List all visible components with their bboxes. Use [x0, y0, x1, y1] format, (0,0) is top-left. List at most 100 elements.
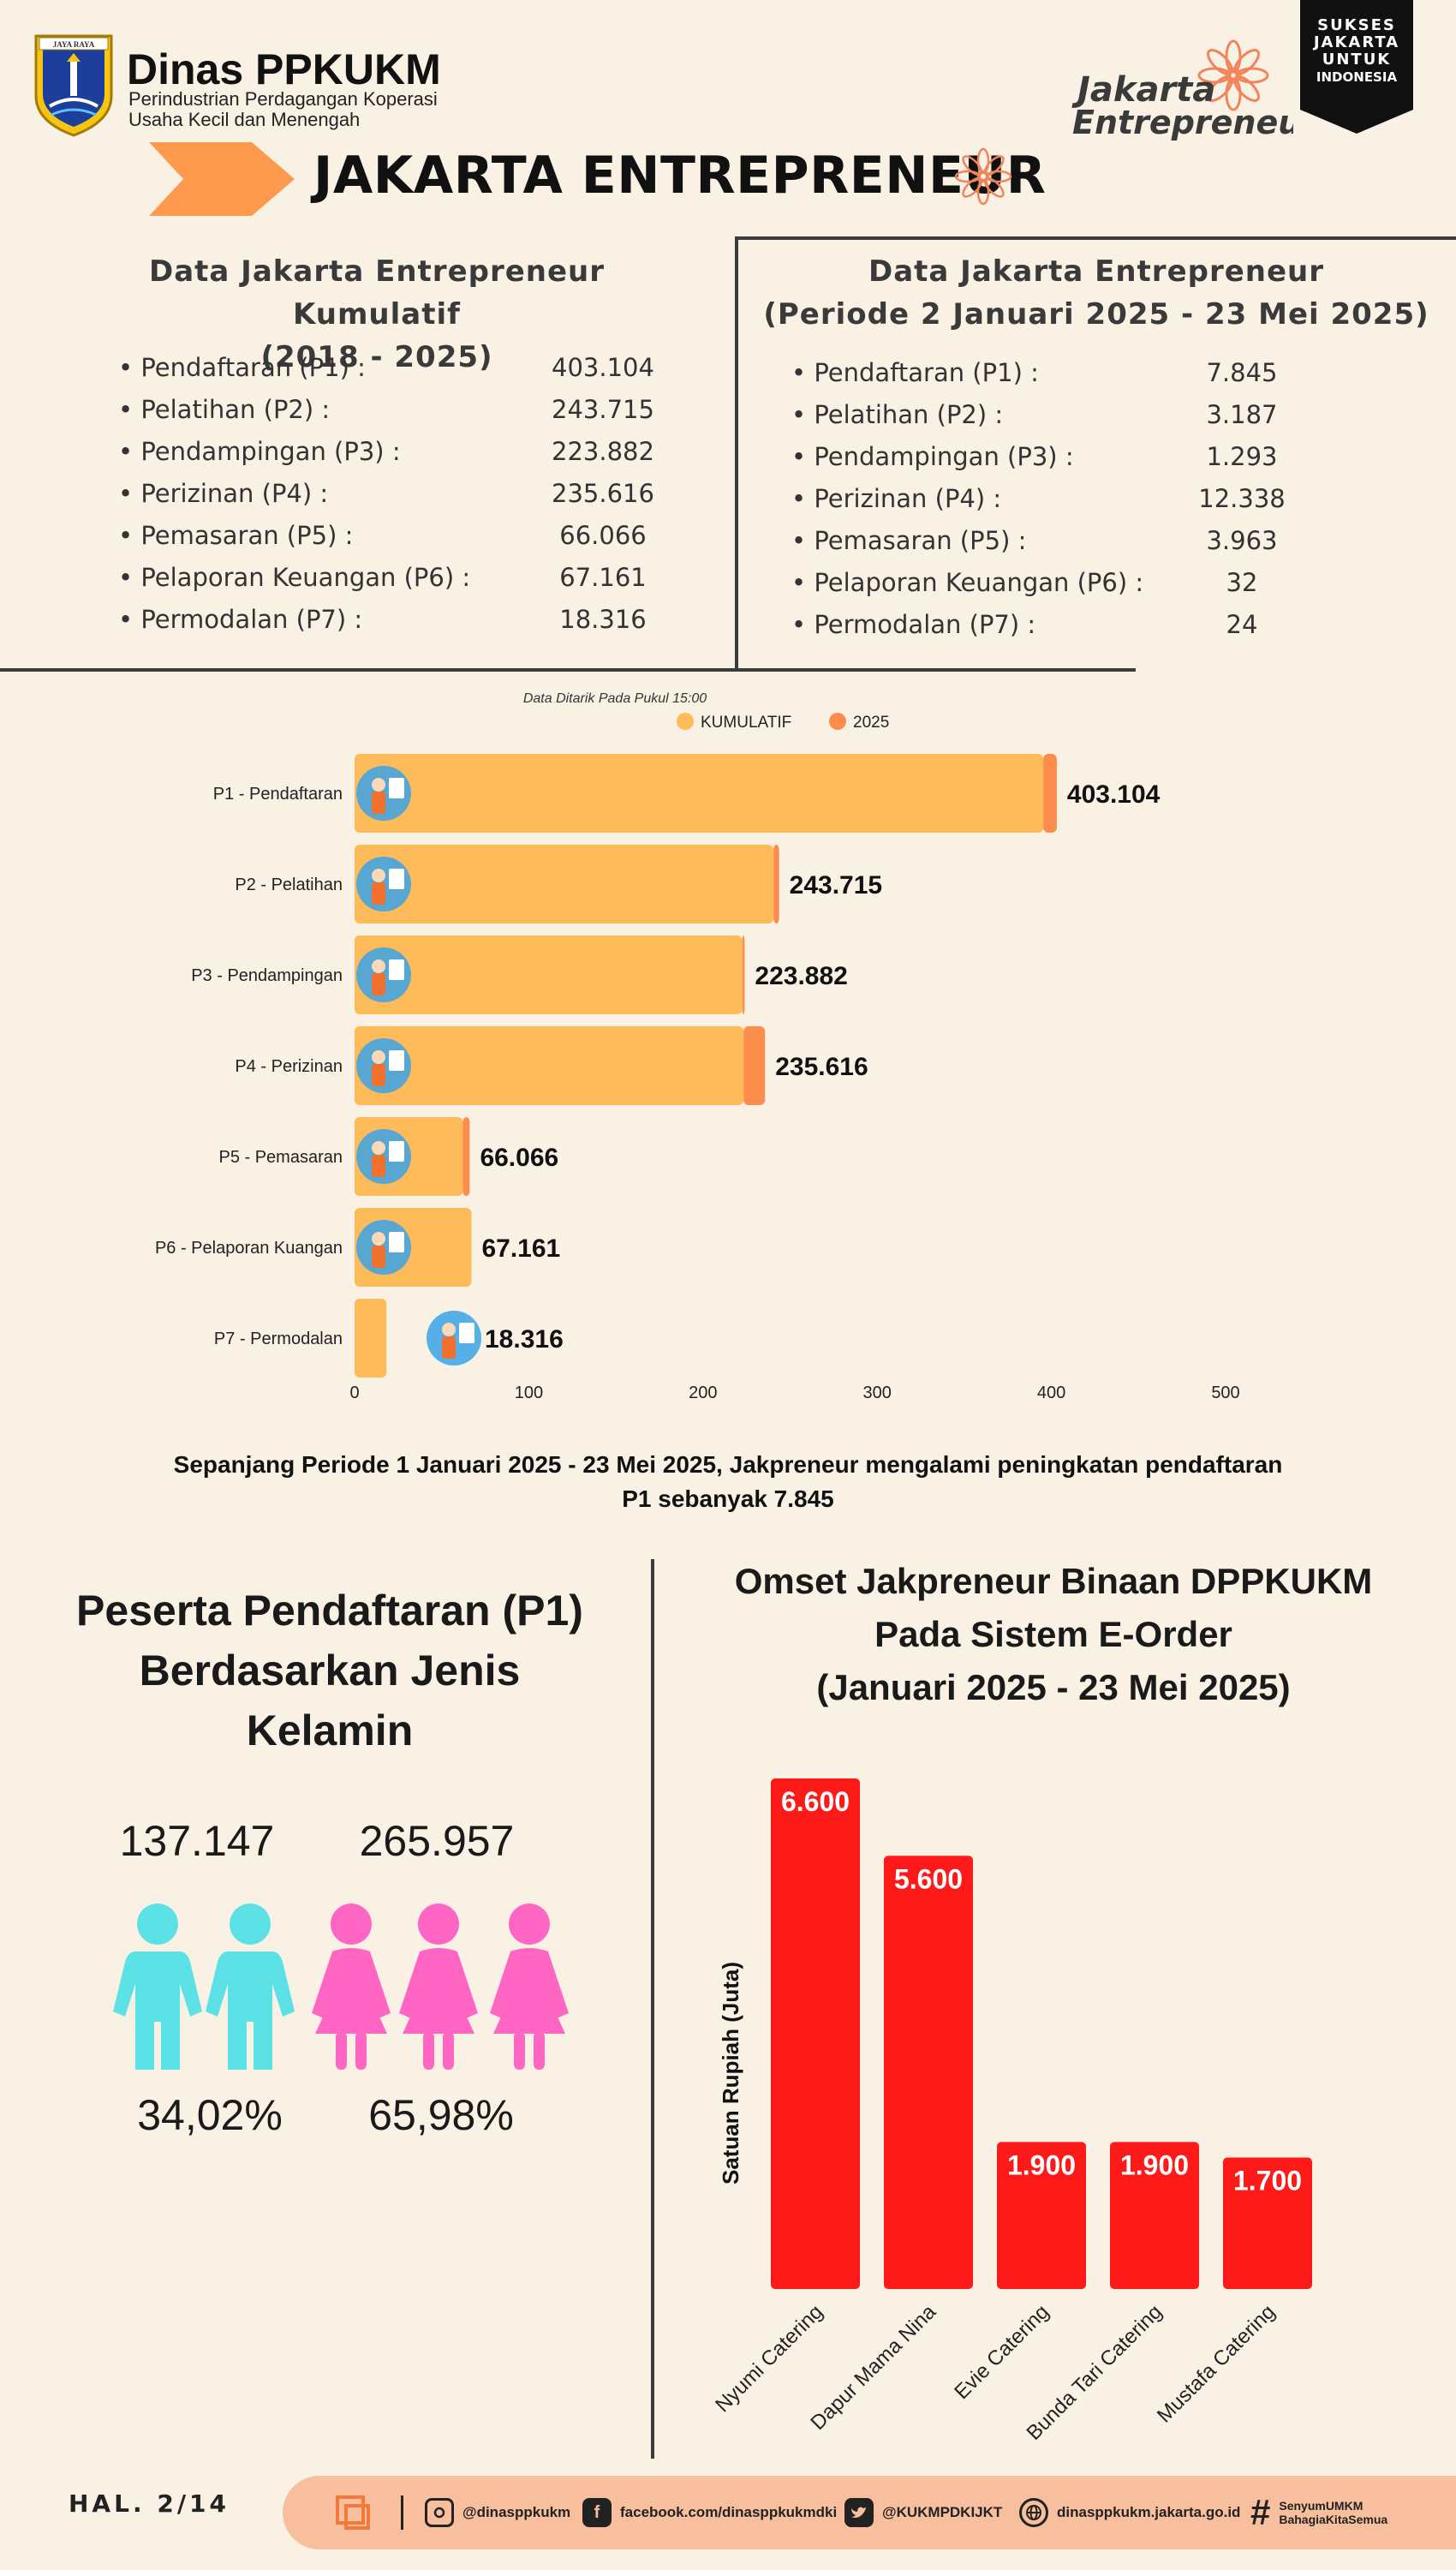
male-person-icon: [137, 1904, 178, 1945]
omset-title-line1: Omset Jakpreneur Binaan DPPKUKM: [734, 1561, 1373, 1601]
illustration-body: [372, 792, 385, 814]
legend-label: KUMULATIF: [701, 714, 791, 732]
footer-instagram[interactable]: @dinasppkukm: [425, 2476, 570, 2549]
stat-row: • Perizinan (P4) : 235.616: [118, 479, 718, 521]
x-tick-label: 0: [349, 1384, 359, 1402]
illustration-paper: [389, 1141, 404, 1162]
bar: [884, 1856, 973, 2289]
chart-note: Data Ditarik Pada Pukul 15:00: [523, 691, 707, 706]
stat-value: 24: [1226, 610, 1258, 639]
logo-line2: Entrepreneur: [1072, 104, 1293, 141]
category-label: Nyumi Catering: [711, 2300, 827, 2417]
female-leg: [423, 2032, 434, 2070]
bar: [771, 1778, 860, 2289]
stat-label: • Perizinan (P4) :: [791, 484, 1002, 513]
footer-facebook[interactable]: f facebook.com/dinasppkukmdki: [582, 2476, 837, 2549]
category-label: P3 - Pendampingan: [191, 966, 343, 985]
badge-line2: JAKARTA: [1313, 33, 1400, 51]
stat-row: • Pelatihan (P2) : 3.187: [791, 400, 1425, 442]
footer-hashtag: # SenyumUMKM BahagiaKitaSemua: [1250, 2476, 1387, 2549]
illustration-head: [372, 959, 385, 973]
divider-line: [0, 668, 1136, 672]
footer-divider: [401, 2495, 403, 2530]
stat-value: 18.316: [559, 605, 647, 634]
illustration-paper: [389, 1232, 404, 1252]
divider-line: [735, 236, 738, 672]
stat-label: • Permodalan (P7) :: [118, 605, 363, 634]
illustration-body: [372, 973, 385, 995]
female-leg: [443, 2032, 454, 2070]
bar-segment: [355, 845, 774, 923]
legend-swatch: [677, 713, 694, 730]
illustration-head: [372, 1050, 385, 1064]
female-person-icon: [331, 1904, 372, 1945]
stat-row: • Pelatihan (P2) : 243.715: [118, 395, 718, 437]
category-label: P2 - Pelatihan: [235, 876, 343, 894]
summary-line2: P1 sebanyak 7.845: [622, 1485, 834, 1512]
org-name: Dinas PPKUKM: [127, 45, 441, 93]
stat-label: • Pendaftaran (P1) :: [118, 353, 366, 382]
logo-line1: Jakarta: [1071, 70, 1215, 110]
stat-label: • Pendampingan (P3) :: [118, 437, 401, 466]
brand-square-icon: [336, 2495, 370, 2530]
omset-title: Omset Jakpreneur Binaan DPPKUKM Pada Sis…: [685, 1555, 1422, 1714]
gender-pictogram: [113, 1904, 569, 2070]
stat-label: • Pelatihan (P2) :: [791, 400, 1004, 429]
illustration-body: [372, 1246, 385, 1268]
legend-label: 2025: [853, 714, 889, 732]
female-body: [490, 1948, 569, 2034]
cumulative-title-line2: (2018 - 2025): [260, 340, 493, 374]
category-label: Mustafa Catering: [1153, 2300, 1280, 2427]
flower-icon: [954, 147, 1012, 206]
cumulative-stats-list: • Pendaftaran (P1) : 403.104 • Pelatihan …: [118, 353, 718, 647]
instagram-handle: @dinasppkukm: [462, 2504, 571, 2520]
footer-website[interactable]: dinasppkukm.jakarta.go.id: [1019, 2476, 1240, 2549]
stat-value: 235.616: [552, 479, 654, 508]
male-body: [206, 1951, 295, 2070]
stat-value: 3.187: [1206, 400, 1278, 429]
arrow-banner-icon: [149, 142, 295, 216]
hashtag-line2: BahagiaKitaSemua: [1279, 2513, 1388, 2526]
category-label: P6 - Pelaporan Kuangan: [155, 1239, 343, 1258]
gender-title-line3: Kelamin: [246, 1706, 414, 1754]
bar-segment: [355, 1026, 744, 1105]
badge-line1: SUKSES: [1317, 16, 1396, 34]
bar-segment: [355, 754, 1044, 833]
twitter-icon: [844, 2498, 874, 2527]
facebook-icon: f: [582, 2498, 612, 2527]
female-person-icon: [509, 1904, 550, 1945]
stat-value: 32: [1226, 568, 1258, 597]
data-label: 403.104: [1067, 780, 1161, 809]
stat-label: • Pendaftaran (P1) :: [791, 358, 1039, 387]
stat-label: • Pemasaran (P5) :: [791, 526, 1027, 555]
stat-row: • Permodalan (P7) : 24: [791, 610, 1425, 652]
illustration-paper: [389, 778, 404, 798]
illustration-paper: [389, 1050, 404, 1071]
footer-logo: [334, 2476, 403, 2549]
illustration-paper: [459, 1323, 474, 1343]
data-label: 243.715: [790, 871, 882, 900]
emblem-motto: JAYA RAYA: [53, 40, 95, 49]
illustration-body: [372, 1064, 385, 1086]
period-title: Data Jakarta Entrepreneur (Periode 2 Jan…: [754, 250, 1439, 336]
illustration-body: [442, 1336, 456, 1359]
sukses-jakarta-badge: SUKSES JAKARTA UNTUK INDONESIA: [1300, 0, 1413, 134]
stat-row: • Pendampingan (P3) : 223.882: [118, 437, 718, 479]
bar-value-label: 1.900: [1007, 2149, 1076, 2180]
bar: [1110, 2142, 1199, 2289]
org-subtitle-line1: Perindustrian Perdagangan Koperasi: [128, 88, 438, 110]
stat-value: 12.338: [1198, 484, 1286, 513]
bar-segment: [355, 1299, 387, 1378]
bar-value-label: 6.600: [781, 1786, 850, 1817]
stat-row: • Permodalan (P7) : 18.316: [118, 605, 718, 647]
female-body: [399, 1948, 478, 2034]
stat-value: 223.882: [552, 437, 654, 466]
illustration-head: [372, 1141, 385, 1155]
footer-bar: @dinasppkukm f facebook.com/dinasppkukmd…: [283, 2476, 1456, 2549]
footer-twitter[interactable]: @KUKMPDKIJKT: [844, 2476, 1002, 2549]
org-subtitle-line2: Usaha Kecil dan Menengah: [128, 109, 361, 130]
data-label: 235.616: [775, 1053, 868, 1081]
female-leg: [534, 2032, 545, 2070]
data-label: 67.161: [481, 1234, 560, 1263]
instagram-icon: [425, 2498, 454, 2527]
